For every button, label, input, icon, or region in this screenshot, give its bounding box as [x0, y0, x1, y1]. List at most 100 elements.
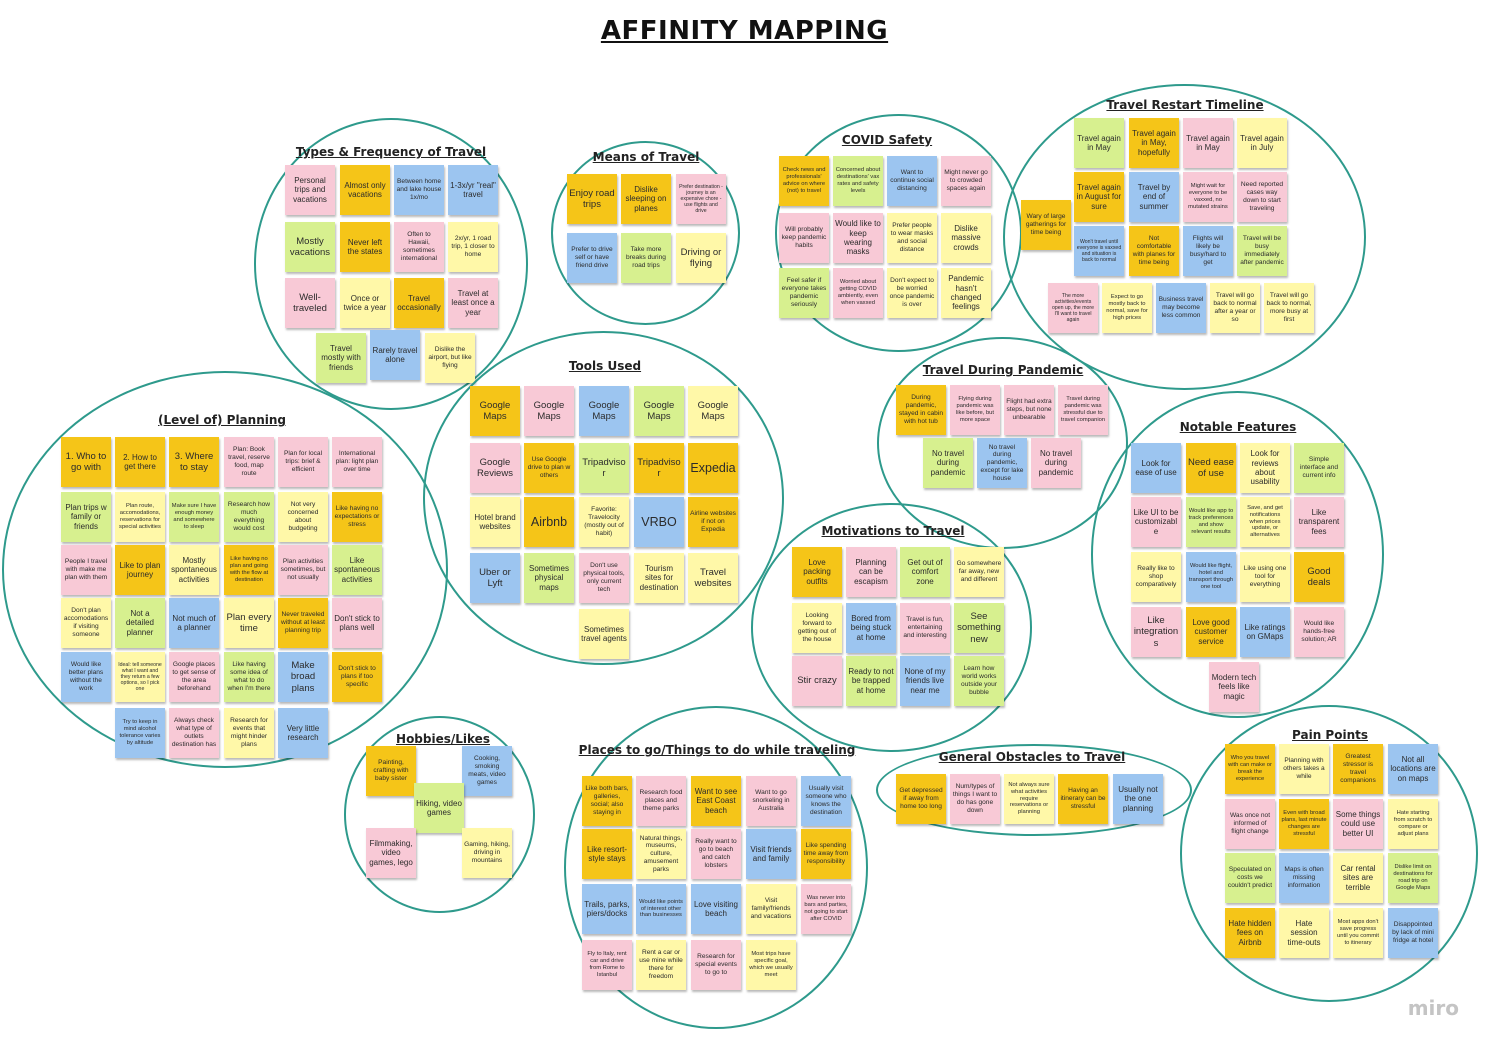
sticky-note-google-maps[interactable]: Google Maps [470, 386, 520, 436]
sticky-note-airbnb[interactable]: Airbnb [524, 497, 574, 547]
sticky-note-need-reported-cases-way-down-to-start-tr[interactable]: Need reported cases way down to start tr… [1237, 172, 1287, 222]
sticky-note-travel-will-go-back-to-normal-after-a-ye[interactable]: Travel will go back to normal after a ye… [1210, 283, 1260, 333]
sticky-note-plan-route-accomodations-reservations-fo[interactable]: Plan route, accomodations, reservations … [115, 492, 165, 542]
sticky-note-no-travel-during-pandemic-except-for-lak[interactable]: No travel during pandemic, except for la… [977, 438, 1027, 488]
sticky-note-like-ratings-on-gmaps[interactable]: Like ratings on GMaps [1240, 607, 1290, 657]
sticky-note-airline-websites-if-not-on-expedia[interactable]: Airline websites if not on Expedia [688, 497, 738, 547]
sticky-note-like-having-no-expectations-or-stress[interactable]: Like having no expectations or stress [332, 492, 382, 542]
sticky-note-travel-mostly-with-friends[interactable]: Travel mostly with friends [316, 333, 366, 383]
sticky-note-having-an-itinerary-can-be-stressful[interactable]: Having an itinerary can be stressful [1058, 774, 1108, 824]
cluster-types[interactable] [254, 118, 528, 410]
sticky-note-not-all-locations-are-on-maps[interactable]: Not all locations are on maps [1388, 744, 1438, 794]
sticky-note-love-good-customer-service[interactable]: Love good customer service [1186, 607, 1236, 657]
sticky-note-expedia[interactable]: Expedia [688, 443, 738, 493]
sticky-note-like-using-one-tool-for-everything[interactable]: Like using one tool for everything [1240, 552, 1290, 602]
sticky-note-enjoy-road-trips[interactable]: Enjoy road trips [567, 174, 617, 224]
sticky-note-always-check-what-type-of-outlets-destin[interactable]: Always check what type of outlets destin… [169, 708, 219, 758]
sticky-note-2x-yr-1-road-trip-1-closer-to-home[interactable]: 2x/yr, 1 road trip, 1 closer to home [448, 222, 498, 272]
sticky-note-like-integrations[interactable]: Like integrations [1131, 607, 1181, 657]
sticky-note-never-left-the-states[interactable]: Never left the states [340, 222, 390, 272]
sticky-note-prefer-people-to-wear-masks-and-social-d[interactable]: Prefer people to wear masks and social d… [887, 213, 937, 263]
sticky-note-like-having-some-idea-of-what-to-do-when[interactable]: Like having some idea of what to do when… [224, 652, 274, 702]
sticky-note-like-resort-style-stays[interactable]: Like resort-style stays [582, 829, 632, 879]
sticky-note-natural-things-museums-culture-amusement[interactable]: Natural things, museums, culture, amusem… [636, 829, 686, 879]
sticky-note-stir-crazy[interactable]: Stir crazy [792, 656, 842, 706]
sticky-note-greatest-stressor-is-travel-companions[interactable]: Greatest stressor is travel companions [1333, 744, 1383, 794]
sticky-note-hate-starting-from-scratch-to-compare-or[interactable]: Hate starting from scratch to compare or… [1388, 799, 1438, 849]
sticky-note-want-to-continue-social-distancing[interactable]: Want to continue social distancing [887, 156, 937, 206]
sticky-note-no-travel-during-pandemic[interactable]: No travel during pandemic [923, 438, 973, 488]
sticky-note-hotel-brand-websites[interactable]: Hotel brand websites [470, 497, 520, 547]
sticky-note-worried-about-getting-covid-ambiently-ev[interactable]: Worried about getting COVID ambiently, e… [833, 268, 883, 318]
sticky-note-was-once-not-informed-of-flight-change[interactable]: Was once not informed of flight change [1225, 799, 1275, 849]
sticky-note-not-a-detailed-planner[interactable]: Not a detailed planner [115, 598, 165, 648]
sticky-note-make-broad-plans[interactable]: Make broad plans [278, 652, 328, 702]
sticky-note-planning-with-others-takes-a-while[interactable]: Planning with others takes a while [1279, 744, 1329, 794]
sticky-note-often-to-hawaii-sometimes-international[interactable]: Often to Hawaii, sometimes international [394, 222, 444, 272]
sticky-note-no-travel-during-pandemic[interactable]: No travel during pandemic [1031, 438, 1081, 488]
sticky-note-expect-to-go-mostly-back-to-normal-save-[interactable]: Expect to go mostly back to normal, save… [1102, 283, 1152, 333]
sticky-note-would-like-to-keep-wearing-masks[interactable]: Would like to keep wearing masks [833, 213, 883, 263]
sticky-note-looking-forward-to-getting-out-of-the-ho[interactable]: Looking forward to getting out of the ho… [792, 603, 842, 653]
sticky-note-like-ui-to-be-customizable[interactable]: Like UI to be customizable [1131, 497, 1181, 547]
sticky-note-dislike-massive-crowds[interactable]: Dislike massive crowds [941, 213, 991, 263]
sticky-note-visit-family-friends-and-vacations[interactable]: Visit family/friends and vacations [746, 884, 796, 934]
sticky-note-who-you-travel-with-can-make-or-break-th[interactable]: Who you travel with can make or break th… [1225, 744, 1275, 794]
sticky-note-travel-again-in-july[interactable]: Travel again in July [1237, 118, 1287, 168]
sticky-note-fly-to-italy-rent-car-and-drive-from-rom[interactable]: Fly to Italy, rent car and drive from Ro… [582, 940, 632, 990]
sticky-note-flying-during-pandemic-was-like-before-b[interactable]: Flying during pandemic was like before, … [950, 385, 1000, 435]
sticky-note-most-apps-don-t-save-progress-until-you-[interactable]: Most apps don't save progress until you … [1333, 908, 1383, 958]
sticky-note-sometimes-travel-agents[interactable]: Sometimes travel agents [579, 609, 629, 659]
sticky-note-3-where-to-stay[interactable]: 3. Where to stay [169, 437, 219, 487]
sticky-note-rarely-travel-alone[interactable]: Rarely travel alone [370, 330, 420, 380]
sticky-note-don-t-use-physical-tools-only-current-te[interactable]: Don't use physical tools, only current t… [579, 553, 629, 603]
sticky-note-like-having-no-plan-and-going-with-the-f[interactable]: Like having no plan and going with the f… [224, 545, 274, 595]
sticky-note-uber-or-lyft[interactable]: Uber or Lyft [470, 553, 520, 603]
sticky-note-want-to-see-east-coast-beach[interactable]: Want to see East Coast beach [691, 776, 741, 826]
sticky-note-not-always-sure-what-activities-require-[interactable]: Not always sure what activities require … [1004, 774, 1054, 824]
sticky-note-like-transparent-fees[interactable]: Like transparent fees [1294, 497, 1344, 547]
sticky-note-never-traveled-without-at-least-planning[interactable]: Never traveled without at least planning… [278, 598, 328, 648]
sticky-note-use-google-drive-to-plan-w-others[interactable]: Use Google drive to plan w others [524, 443, 574, 493]
sticky-note-take-more-breaks-during-road-trips[interactable]: Take more breaks during road trips [621, 233, 671, 283]
sticky-note-not-very-concerned-about-budgeting[interactable]: Not very concerned about budgeting [278, 492, 328, 542]
sticky-note-ready-to-not-be-trapped-at-home[interactable]: Ready to not be trapped at home [846, 656, 896, 706]
sticky-note-travel-will-be-busy-immediately-after-pa[interactable]: Travel will be busy immediately after pa… [1237, 226, 1287, 276]
sticky-note-save-and-get-notifications-when-prices-u[interactable]: Save, and get notifications when prices … [1240, 497, 1290, 547]
sticky-note-speculated-on-costs-we-couldn-t-predict[interactable]: Speculated on costs we couldn't predict [1225, 853, 1275, 903]
sticky-note-really-like-to-shop-comparatively[interactable]: Really like to shop comparatively [1131, 552, 1181, 602]
sticky-note-don-t-stick-to-plans-if-too-specific[interactable]: Don't stick to plans if too specific [332, 652, 382, 702]
sticky-note-good-deals[interactable]: Good deals [1294, 552, 1344, 602]
sticky-note-car-rental-sites-are-terrible[interactable]: Car rental sites are terrible [1333, 853, 1383, 903]
sticky-note-learn-how-world-works-outside-your-bubbl[interactable]: Learn how world works outside your bubbl… [954, 656, 1004, 706]
sticky-note-the-more-activities-events-open-up-the-m[interactable]: The more activities/events open up, the … [1048, 283, 1098, 333]
sticky-note-well-traveled[interactable]: Well-traveled [285, 278, 335, 328]
sticky-note-travel-by-end-of-summer[interactable]: Travel by end of summer [1129, 172, 1179, 222]
sticky-note-driving-or-flying[interactable]: Driving or flying [676, 233, 726, 283]
sticky-note-won-t-travel-until-everyone-is-vaxxed-an[interactable]: Won't travel until everyone is vaxxed an… [1074, 226, 1124, 276]
sticky-note-most-trips-have-specific-goal-which-we-u[interactable]: Most trips have specific goal, which we … [746, 940, 796, 990]
sticky-note-gaming-hiking-driving-in-mountains[interactable]: Gaming, hiking, driving in mountains [462, 828, 512, 878]
sticky-note-research-for-special-events-to-go-to[interactable]: Research for special events to go to [691, 940, 741, 990]
sticky-note-google-reviews[interactable]: Google Reviews [470, 443, 520, 493]
sticky-note-would-like-flight-hotel-and-transport-th[interactable]: Would like flight, hotel and transport t… [1186, 552, 1236, 602]
sticky-note-mostly-spontaneous-activities[interactable]: Mostly spontaneous activities [169, 545, 219, 595]
sticky-note-try-to-keep-in-mind-alcohol-tolerance-va[interactable]: Try to keep in mind alcohol tolerance va… [115, 708, 165, 758]
sticky-note-plan-trips-w-family-or-friends[interactable]: Plan trips w family or friends [61, 492, 111, 542]
sticky-note-1-who-to-go-with[interactable]: 1. Who to go with [61, 437, 111, 487]
sticky-note-travel-websites[interactable]: Travel websites [688, 553, 738, 603]
sticky-note-google-maps[interactable]: Google Maps [688, 386, 738, 436]
sticky-note-would-like-hands-free-solution-ar[interactable]: Would like hands-free solution; AR [1294, 607, 1344, 657]
sticky-note-prefer-to-drive-self-or-have-friend-driv[interactable]: Prefer to drive self or have friend driv… [567, 233, 617, 283]
sticky-note-research-how-much-everything-would-cost[interactable]: Research how much everything would cost [224, 492, 274, 542]
sticky-note-go-somewhere-far-away-new-and-different[interactable]: Go somewhere far away, new and different [954, 547, 1004, 597]
sticky-note-check-news-and-professionals-advice-on-w[interactable]: Check news and professionals' advice on … [779, 156, 829, 206]
sticky-note-travel-again-in-may-hopefully[interactable]: Travel again in May, hopefully [1129, 118, 1179, 168]
sticky-note-look-for-reviews-about-usability[interactable]: Look for reviews about usability [1240, 443, 1290, 493]
cluster-planning[interactable] [2, 371, 448, 768]
sticky-note-filmmaking-video-games-lego[interactable]: Filmmaking, video games, lego [366, 828, 416, 878]
sticky-note-feel-safer-if-everyone-takes-pandemic-se[interactable]: Feel safer if everyone takes pandemic se… [779, 268, 829, 318]
sticky-note-ideal-tell-someone-what-i-want-and-they-[interactable]: Ideal: tell someone what I want and they… [115, 652, 165, 702]
sticky-note-get-out-of-comfort-zone[interactable]: Get out of comfort zone [900, 547, 950, 597]
sticky-note-international-plan-light-plan-over-time[interactable]: International plan: light plan over time [332, 437, 382, 487]
